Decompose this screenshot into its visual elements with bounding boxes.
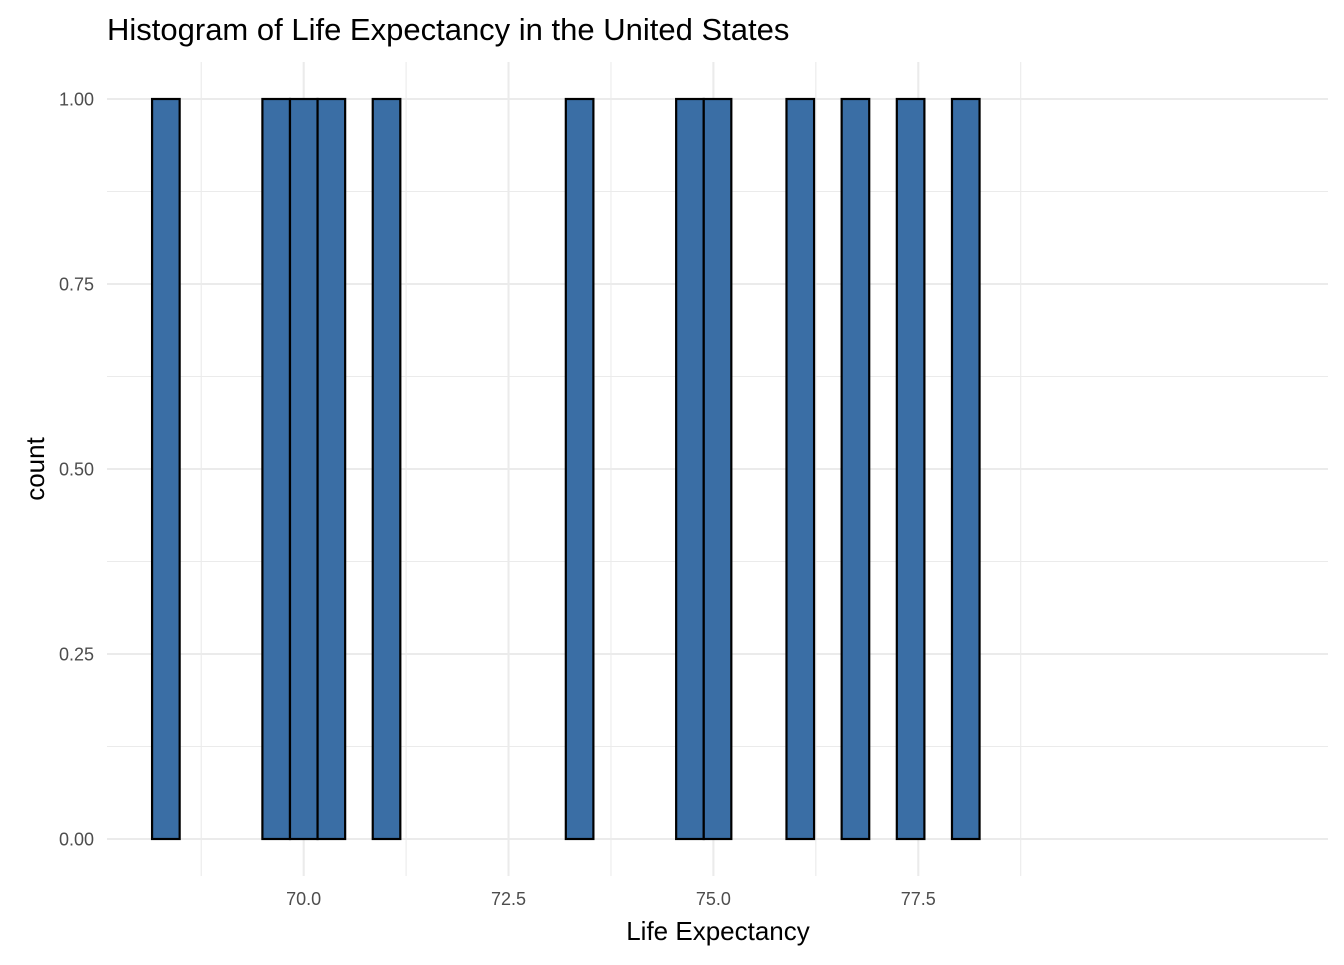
histogram-bars [150,97,981,841]
histogram-bar [564,97,595,841]
chart-title: Histogram of Life Expectancy in the Unit… [107,12,789,47]
y-tick-label: 0.50 [59,460,94,480]
histogram-bar [675,97,705,841]
histogram-bar [261,97,292,841]
y-axis-title: count [20,436,50,500]
y-axis-ticks: 0.00 0.25 0.50 0.75 1.00 [59,90,94,850]
y-tick-label: 1.00 [59,90,94,110]
histogram-bar [150,97,181,841]
histogram-bar [316,97,347,841]
x-axis-ticks: 70.0 72.5 75.0 77.5 [286,889,936,909]
x-tick-label: 75.0 [696,889,731,909]
x-tick-label: 72.5 [491,889,526,909]
x-tick-label: 77.5 [901,889,936,909]
histogram-bar [840,97,871,841]
histogram-bar [950,97,981,841]
y-tick-label: 0.25 [59,645,94,665]
y-tick-label: 0.00 [59,830,94,850]
histogram-bar [702,97,733,841]
x-axis-title: Life Expectancy [626,916,810,946]
histogram-bar [371,97,402,841]
y-tick-label: 0.75 [59,275,94,295]
histogram-bar [288,97,319,841]
histogram-bar [785,97,816,841]
x-tick-label: 70.0 [286,889,321,909]
histogram-bar [895,97,926,841]
